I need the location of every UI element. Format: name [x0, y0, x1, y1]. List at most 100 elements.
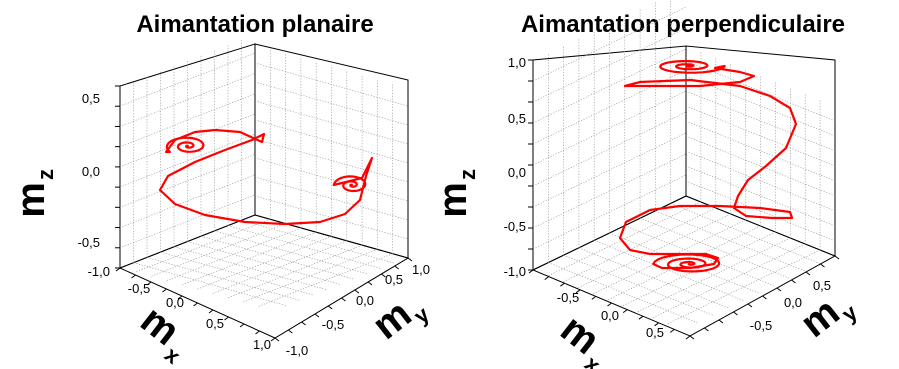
- x-tick: -0,5: [557, 290, 579, 305]
- gridline: [200, 235, 355, 280]
- y-tick-mark: [381, 273, 386, 278]
- gridline: [254, 81, 409, 126]
- y-tick: -0,5: [322, 317, 344, 332]
- x-tick-mark: [162, 288, 167, 293]
- z-tick: -0,5: [78, 235, 100, 250]
- gridline: [532, 27, 687, 103]
- y-tick: 0,0: [356, 293, 374, 308]
- x-tick: 0,5: [646, 325, 664, 340]
- x-tick: 1,0: [253, 337, 271, 352]
- gridline: [532, 48, 687, 124]
- gridline: [666, 249, 821, 325]
- y-tick: -0,5: [750, 318, 772, 333]
- gridline: [119, 113, 256, 168]
- x-tick-mark: [575, 289, 581, 294]
- gridline: [196, 236, 332, 290]
- y-tick-mark: [791, 279, 796, 284]
- x-tick-mark: [146, 281, 152, 286]
- z-tick: -1,0: [88, 264, 110, 279]
- gridline: [119, 154, 256, 208]
- x-tick-mark: [654, 322, 659, 327]
- y-tick: 0,5: [385, 272, 403, 287]
- chart-title-planar: Aimantation planaire: [136, 11, 373, 38]
- z-tick: -1,0: [504, 264, 526, 279]
- z-tick: 0,0: [508, 165, 526, 180]
- z-axis-label: m z: [9, 169, 58, 218]
- grid-perpendicular: [528, 0, 840, 340]
- y-tick-mark: [314, 313, 320, 318]
- z-axis-subscript: z: [455, 169, 480, 180]
- trajectory-perpendicular: [618, 60, 798, 273]
- gridline: [181, 231, 317, 286]
- y-tick-mark: [367, 281, 373, 286]
- gridline: [119, 93, 256, 147]
- gridline: [622, 231, 776, 307]
- gridline: [133, 262, 287, 306]
- z-tick: -0,5: [504, 219, 526, 234]
- y-tick: -1,0: [286, 343, 308, 358]
- z-axis-letter: m: [431, 182, 475, 218]
- x-axis-perpendicular: -0,5 0,0 0,5 m x: [552, 290, 664, 369]
- gridline: [547, 201, 702, 277]
- x-tick-mark: [131, 274, 136, 279]
- y-tick: 1,0: [412, 262, 430, 277]
- y-tick-mark: [407, 257, 413, 262]
- gridline: [254, 62, 409, 107]
- y-tick-mark: [805, 271, 811, 276]
- y-axis-label: m y: [364, 291, 434, 348]
- gridline: [577, 213, 731, 289]
- y-tick-mark: [747, 303, 753, 308]
- gridline: [254, 157, 409, 202]
- z-axis-subscript: z: [33, 169, 58, 180]
- gridline: [532, 111, 687, 187]
- z-tick: 1,0: [508, 55, 526, 70]
- back-wall-left: [532, 45, 687, 271]
- z-axis-label: m z: [431, 169, 480, 218]
- gridline: [532, 69, 687, 145]
- y-tick-mark: [327, 305, 333, 310]
- z-tick: 0,0: [82, 164, 100, 179]
- gridline: [119, 194, 256, 249]
- y-tick-mark: [704, 327, 709, 332]
- gridline: [242, 249, 378, 303]
- gridline: [254, 138, 409, 183]
- x-tick-mark: [607, 302, 612, 307]
- x-tick-mark: [669, 328, 675, 333]
- y-tick-mark: [718, 319, 724, 324]
- gridline: [119, 133, 256, 188]
- gridline: [119, 73, 256, 127]
- gridline: [532, 132, 687, 208]
- gridline: [254, 119, 409, 164]
- y-tick-mark: [689, 335, 695, 340]
- y-axis-planar: -1,0 -0,5 0,0 0,5 1,0 m y: [286, 262, 435, 358]
- y-tick-mark: [394, 265, 400, 270]
- gridline: [187, 241, 341, 285]
- y-tick-mark: [287, 329, 293, 334]
- z-tick: 0,5: [508, 111, 526, 126]
- gridline: [637, 237, 791, 313]
- z-axis-perpendicular: 1,0 0,5 0,0 -0,5 -1,0 m z: [431, 55, 526, 279]
- x-tick-mark: [591, 295, 597, 300]
- gridline: [532, 174, 687, 250]
- x-tick: 0,0: [166, 295, 184, 310]
- x-tick-mark: [255, 330, 260, 335]
- x-tick: 0,0: [601, 308, 619, 323]
- gridline: [135, 219, 271, 273]
- gridline: [652, 243, 806, 319]
- y-axis-perpendicular: -0,5 0,0 0,5 m y: [750, 278, 863, 346]
- gridline: [226, 244, 363, 299]
- x-axis-label: m x: [132, 297, 187, 369]
- y-tick-mark: [776, 287, 782, 292]
- y-tick-mark: [354, 289, 360, 294]
- x-tick-mark: [193, 302, 198, 307]
- x-tick-mark: [208, 309, 214, 314]
- gridline: [119, 174, 256, 228]
- gridline: [532, 90, 687, 166]
- back-wall-left: [119, 43, 256, 269]
- gridline: [119, 52, 256, 107]
- gridline: [532, 153, 687, 229]
- x-tick-mark: [560, 282, 565, 287]
- gridline: [146, 257, 301, 301]
- gridline: [257, 253, 393, 307]
